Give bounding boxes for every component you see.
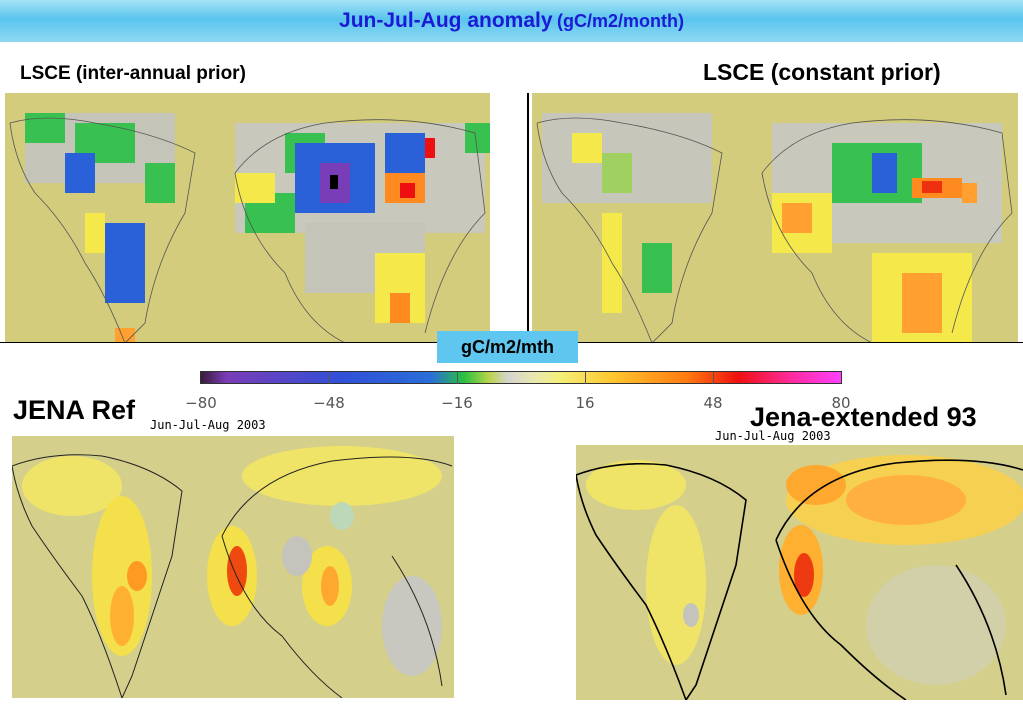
colorbar-tick bbox=[713, 372, 714, 384]
page-title-unit: (gC/m2/month) bbox=[557, 11, 684, 31]
colorbar-tick-label: 48 bbox=[703, 394, 723, 412]
colorbar-tick bbox=[585, 372, 586, 384]
map-jena-ref bbox=[12, 436, 454, 698]
map-lsce-constant-svg bbox=[532, 93, 1018, 343]
colorbar-tick-label: 80 bbox=[831, 394, 851, 412]
map-lsce-interannual-svg bbox=[5, 93, 490, 343]
panel-label-lsce-interannual: LSCE (inter-annual prior) bbox=[20, 63, 246, 84]
colorbar-tick-label: −80 bbox=[185, 394, 217, 412]
title-banner: Jun-Jul-Aug anomaly (gC/m2/month) bbox=[0, 0, 1023, 42]
map-jena-extended bbox=[576, 445, 1023, 700]
panel-label-jena-ref: JENA Ref bbox=[13, 395, 136, 425]
colorbar-tick-label: −16 bbox=[441, 394, 473, 412]
panel-subtitle-jena-extended: Jun-Jul-Aug 2003 bbox=[715, 429, 831, 443]
colorbar-tick bbox=[457, 372, 458, 384]
map-lsce-interannual bbox=[5, 93, 490, 343]
colorbar bbox=[200, 371, 842, 384]
map-jena-ref-svg bbox=[12, 436, 454, 698]
panel-subtitle-jena-ref: Jun-Jul-Aug 2003 bbox=[150, 418, 266, 432]
page-title: Jun-Jul-Aug anomaly bbox=[339, 9, 553, 32]
panel-divider-vertical bbox=[527, 93, 529, 343]
colorbar-tick-label: −48 bbox=[313, 394, 345, 412]
map-jena-extended-svg bbox=[576, 445, 1023, 700]
map-lsce-constant bbox=[532, 93, 1018, 343]
colorbar-tick-label: 16 bbox=[575, 394, 595, 412]
panel-label-jena-extended: Jena-extended 93 bbox=[750, 402, 977, 432]
panel-label-lsce-constant: LSCE (constant prior) bbox=[703, 59, 941, 85]
colorbar-unit-label: gC/m2/mth bbox=[437, 331, 578, 363]
colorbar-tick bbox=[329, 372, 330, 384]
